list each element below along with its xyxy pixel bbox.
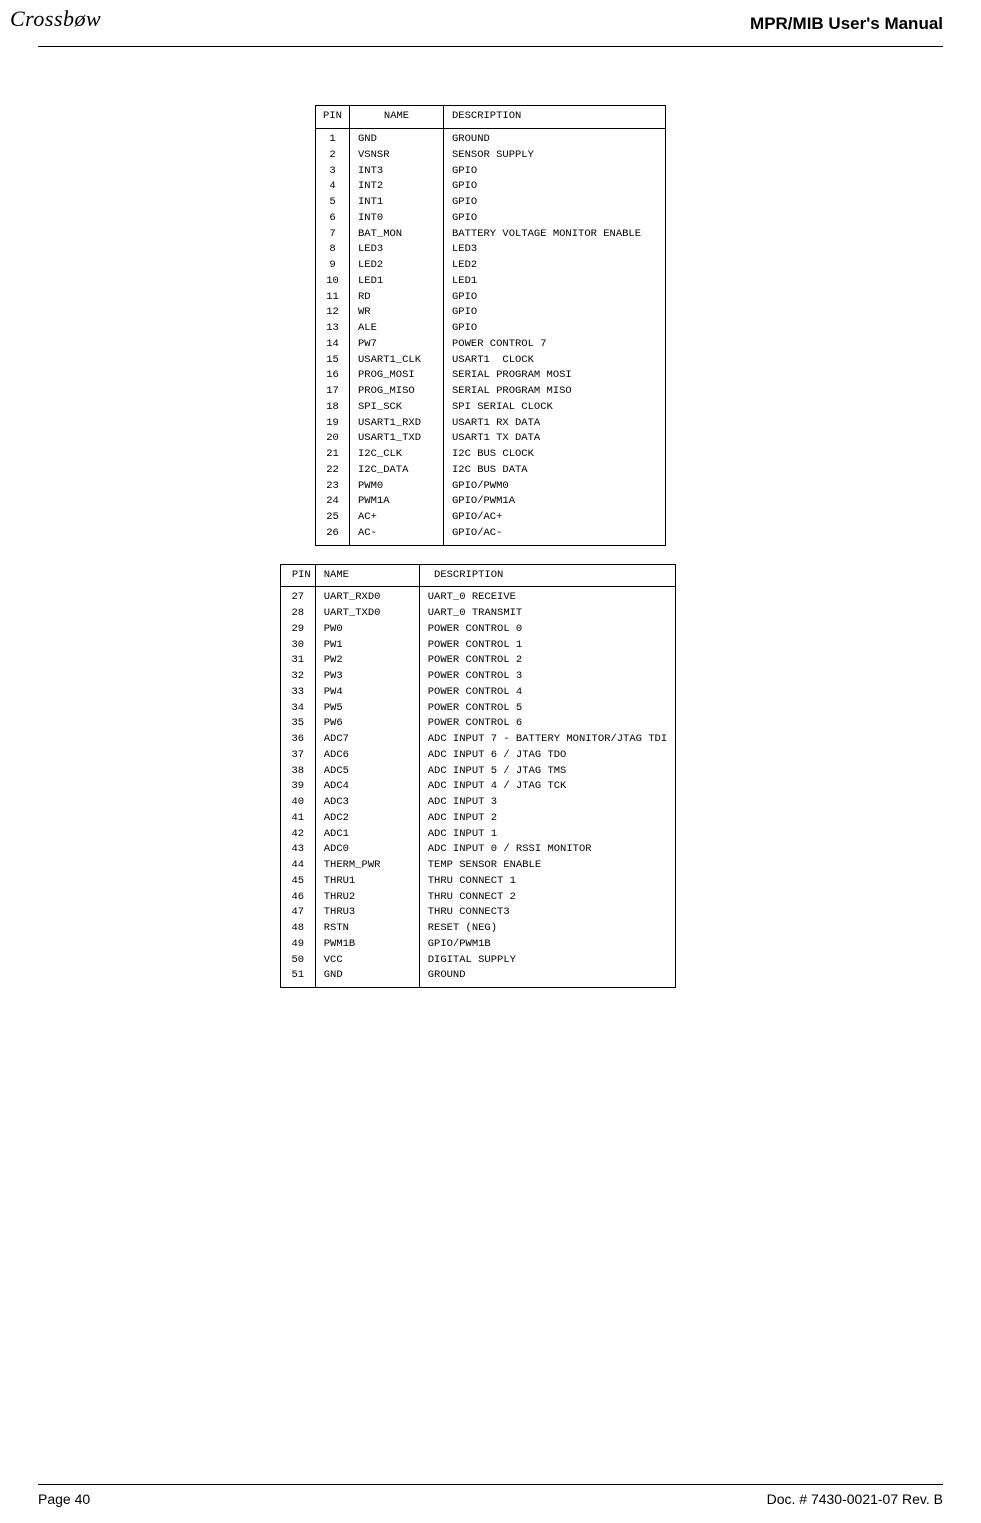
- footer-row: Page 40 Doc. # 7430-0021-07 Rev. B: [38, 1491, 943, 1507]
- col-header-pin: PIN: [280, 564, 315, 587]
- cell-description: GROUND SENSOR SUPPLY GPIO GPIO GPIO GPIO…: [444, 129, 666, 546]
- pin-table-1: PIN NAME DESCRIPTION 1 2 3 4 5 6 7 8 9 1…: [315, 105, 666, 545]
- cell-name: GND VSNSR INT3 INT2 INT1 INT0 BAT_MON LE…: [350, 129, 444, 546]
- header-rule: [38, 46, 943, 47]
- footer-rule: [38, 1484, 943, 1485]
- cell-pin: 1 2 3 4 5 6 7 8 9 10 11 12 13 14 15 16 1…: [316, 129, 350, 546]
- table-header-row: PIN NAME DESCRIPTION: [316, 106, 666, 129]
- footer-page-number: Page 40: [38, 1491, 90, 1507]
- logo: Crossbøw: [10, 6, 101, 32]
- col-header-pin: PIN: [316, 106, 350, 129]
- page-footer: Page 40 Doc. # 7430-0021-07 Rev. B: [0, 1484, 981, 1507]
- col-header-desc: DESCRIPTION: [444, 106, 666, 129]
- pin-table-2: PIN NAME DESCRIPTION 27 28 29 30 31 32 3…: [280, 564, 676, 989]
- page-header: Crossbøw MPR/MIB User's Manual: [0, 0, 981, 34]
- table-header-row: PIN NAME DESCRIPTION: [280, 564, 675, 587]
- col-header-desc: DESCRIPTION: [419, 564, 675, 587]
- col-header-name: NAME: [315, 564, 419, 587]
- footer-doc-number: Doc. # 7430-0021-07 Rev. B: [767, 1491, 943, 1507]
- header-title: MPR/MIB User's Manual: [750, 14, 943, 34]
- cell-name: UART_RXD0 UART_TXD0 PW0 PW1 PW2 PW3 PW4 …: [315, 587, 419, 988]
- table-data-row: 1 2 3 4 5 6 7 8 9 10 11 12 13 14 15 16 1…: [316, 129, 666, 546]
- cell-description: UART_0 RECEIVE UART_0 TRANSMIT POWER CON…: [419, 587, 675, 988]
- table-data-row: 27 28 29 30 31 32 33 34 35 36 37 38 39 4…: [280, 587, 675, 988]
- col-header-name: NAME: [350, 106, 444, 129]
- cell-pin: 27 28 29 30 31 32 33 34 35 36 37 38 39 4…: [280, 587, 315, 988]
- tables-container: PIN NAME DESCRIPTION 1 2 3 4 5 6 7 8 9 1…: [0, 105, 981, 988]
